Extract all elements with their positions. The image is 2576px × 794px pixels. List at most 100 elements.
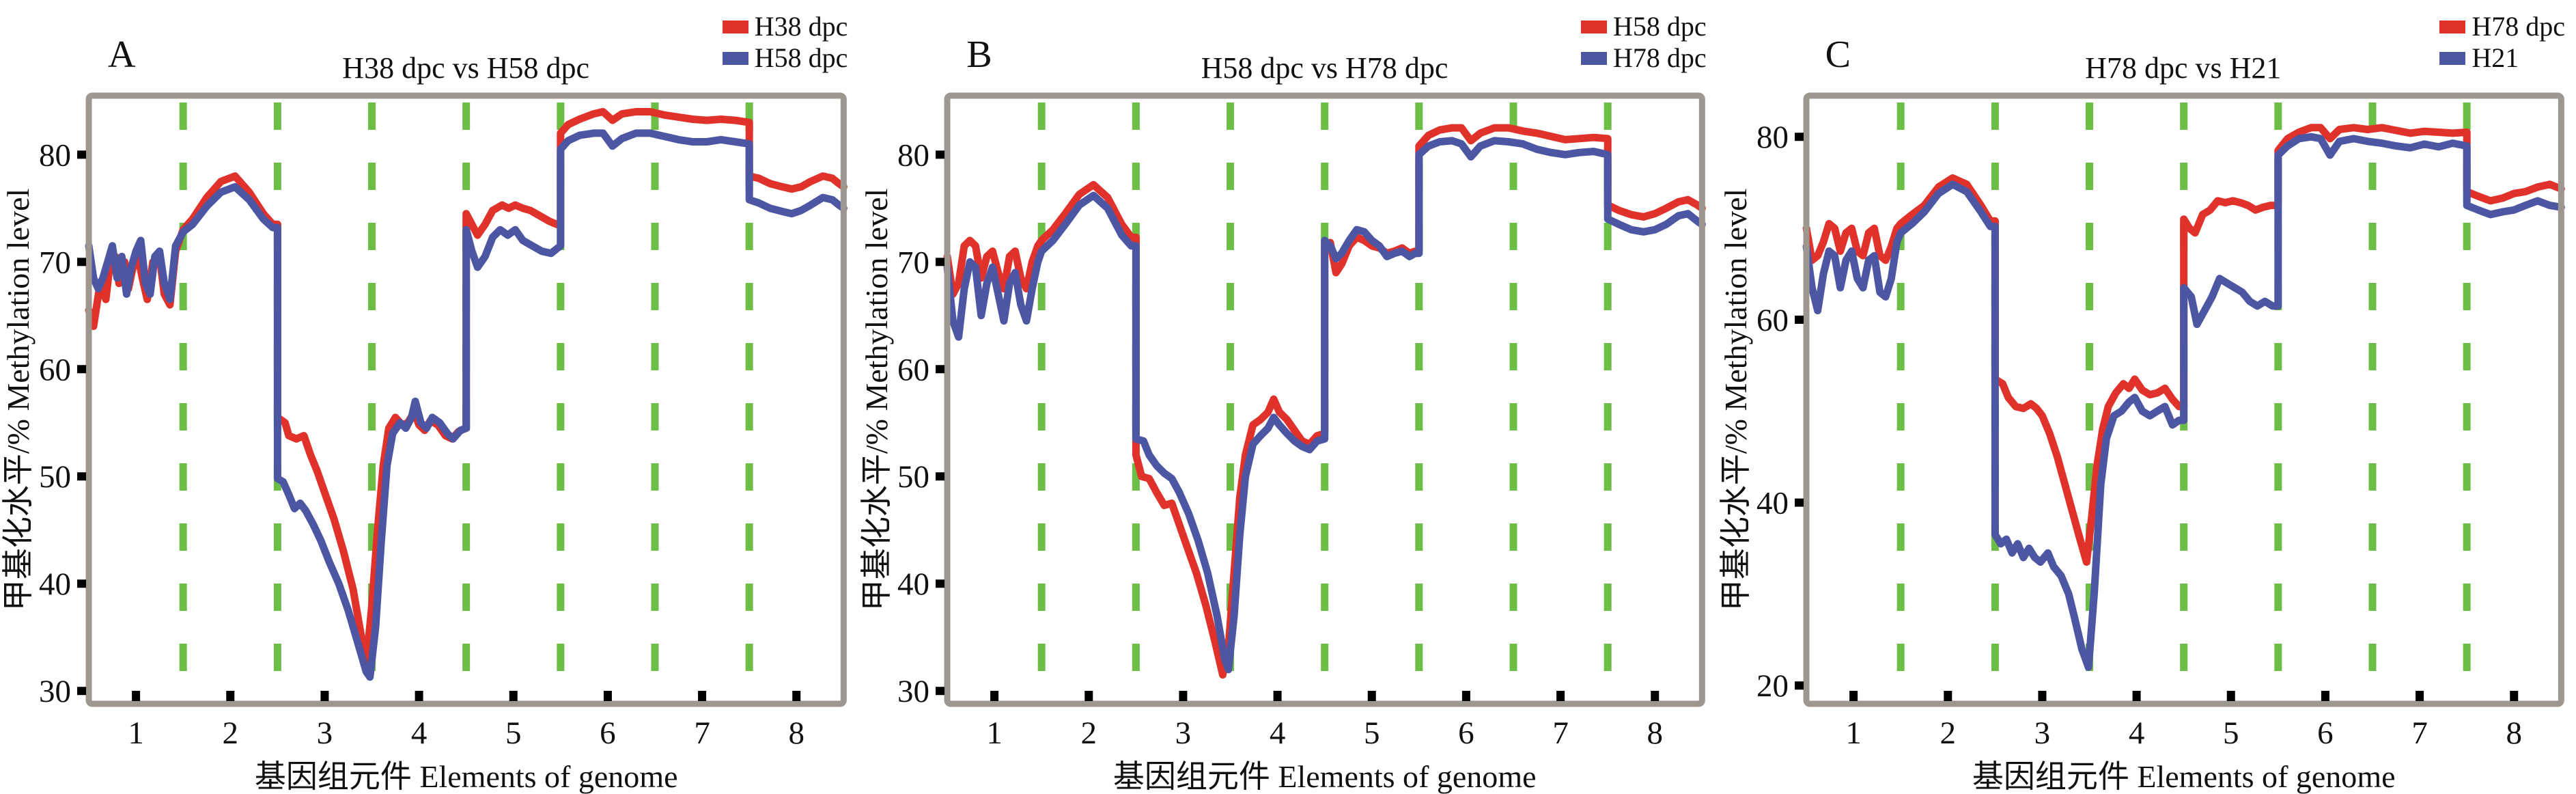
panel-title: H58 dpc vs H78 dpc (1201, 51, 1448, 85)
x-axis-tick (320, 691, 329, 701)
x-axis-tick (990, 691, 999, 701)
y-tick-label: 50 (897, 459, 929, 495)
y-axis-tick (77, 472, 87, 481)
legend-item: H58 dpc (722, 42, 848, 74)
x-tick-label: 1 (128, 715, 144, 751)
plot-border (1803, 92, 2564, 707)
x-axis-tick (2226, 691, 2235, 701)
legend-swatch-blue (1581, 51, 1608, 65)
series-line-H78-dpc (943, 137, 1707, 674)
series-line-H21 (1802, 133, 2565, 671)
x-tick-label: 6 (600, 715, 616, 751)
x-axis-title: 基因组元件 Elements of genome (1972, 759, 2395, 794)
x-tick-label: 2 (1081, 715, 1097, 751)
x-axis-tick (226, 691, 235, 701)
y-tick-label: 60 (1756, 303, 1789, 338)
x-axis-title: 基因组元件 Elements of genome (1113, 759, 1537, 794)
y-tick-label: 80 (897, 137, 929, 173)
x-tick-label: 4 (1270, 715, 1286, 751)
y-tick-label: 60 (39, 352, 71, 387)
y-tick-label: 30 (897, 674, 929, 709)
x-axis-tick (1556, 691, 1565, 701)
x-tick-label: 7 (694, 715, 710, 751)
x-tick-label: 3 (317, 715, 333, 751)
y-axis-tick (936, 579, 945, 588)
y-axis-tick (1794, 133, 1804, 141)
x-axis-tick (2132, 691, 2141, 701)
x-tick-label: 4 (2129, 715, 2145, 751)
y-axis-tick (936, 472, 945, 481)
x-tick-label: 6 (2317, 715, 2334, 751)
y-axis-tick (936, 150, 945, 159)
x-axis-tick (1368, 691, 1377, 701)
plot-border (85, 92, 847, 707)
x-tick-label: 2 (223, 715, 239, 751)
y-axis-tick (1794, 498, 1804, 507)
x-tick-label: 5 (2223, 715, 2239, 751)
y-axis-tick (936, 258, 945, 266)
x-axis-tick (1651, 691, 1660, 701)
x-axis-tick (415, 691, 423, 701)
legend-swatch-red (1581, 20, 1608, 33)
y-axis-tick (936, 687, 945, 696)
x-axis-tick (1273, 691, 1282, 701)
y-tick-label: 50 (39, 459, 71, 495)
legend-label: H58 dpc (754, 42, 848, 73)
legend-swatch-red (722, 20, 748, 33)
legend-item: H38 dpc (722, 11, 848, 42)
legend-item: H21 (2439, 42, 2565, 74)
panel-c: C H78 dpc vs H21 H78 dpc H21 20 40 60 80 1 2 3… (1718, 0, 2576, 794)
y-axis-tick (77, 150, 87, 159)
legend-label: H78 dpc (1613, 42, 1707, 73)
y-axis-tick (936, 365, 945, 374)
y-tick-label: 70 (897, 245, 929, 280)
methylation-line-chart: 20 40 60 80 1 2 3 4 5 6 7 8 基因组元件 Elements of genome… (1718, 92, 2565, 794)
legend-label: H21 (2472, 42, 2519, 73)
legend: H58 dpc H78 dpc (1581, 11, 1707, 74)
methylation-line-chart: 30 40 50 60 70 80 1 2 3 4 5 6 7 8 基因组元件 Elements of ge… (859, 92, 1707, 794)
x-tick-label: 1 (987, 715, 1003, 751)
x-axis-tick (603, 691, 612, 701)
x-axis-tick (1849, 691, 1858, 701)
y-tick-label: 30 (39, 674, 71, 709)
panel-a: A H38 dpc vs H58 dpc H38 dpc H58 dpc 30 4… (0, 0, 858, 794)
panel-letter: C (1825, 33, 1851, 76)
legend-swatch-red (2439, 20, 2466, 33)
x-axis-tick (1084, 691, 1093, 701)
series-line-H58-dpc (85, 129, 848, 681)
panel-title: H38 dpc vs H58 dpc (342, 51, 590, 85)
legend: H78 dpc H21 (2439, 11, 2565, 74)
x-axis-tick (2038, 691, 2047, 701)
panel-letter: B (966, 33, 992, 76)
y-axis-tick (77, 258, 87, 266)
legend-item: H78 dpc (1581, 42, 1707, 74)
panel-b: B H58 dpc vs H78 dpc H58 dpc H78 dpc 30 4… (858, 0, 1717, 794)
panel-letter: A (108, 33, 136, 76)
x-axis-tick (698, 691, 707, 701)
y-tick-label: 40 (897, 566, 929, 602)
x-tick-label: 5 (1364, 715, 1380, 751)
x-axis-tick (509, 691, 518, 701)
x-axis-tick (2415, 691, 2424, 701)
legend-label: H78 dpc (2472, 11, 2565, 42)
y-axis-title: 甲基化水平/% Methylation level (1, 189, 36, 611)
y-axis-title: 甲基化水平/% Methylation level (1718, 189, 1753, 611)
legend-label: H38 dpc (754, 11, 848, 42)
x-axis-tick (792, 691, 801, 701)
y-tick-label: 40 (39, 566, 71, 602)
legend-swatch-blue (2439, 51, 2466, 65)
x-tick-label: 4 (411, 715, 428, 751)
y-axis-tick (77, 579, 87, 588)
x-tick-label: 7 (1553, 715, 1569, 751)
x-tick-label: 3 (2034, 715, 2050, 751)
y-axis-tick (77, 365, 87, 374)
x-tick-label: 6 (1458, 715, 1474, 751)
y-tick-label: 70 (39, 245, 71, 280)
x-axis-tick (2321, 691, 2329, 701)
legend: H38 dpc H58 dpc (722, 11, 848, 74)
legend-item: H58 dpc (1581, 11, 1707, 42)
x-tick-label: 7 (2411, 715, 2428, 751)
y-tick-label: 80 (1756, 120, 1789, 155)
legend-swatch-blue (722, 51, 748, 65)
